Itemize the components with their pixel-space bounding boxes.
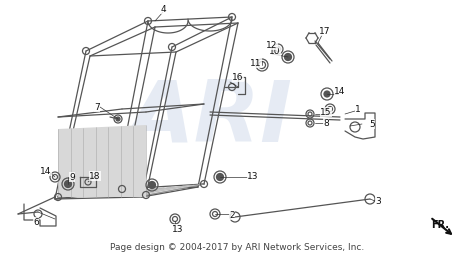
Text: 6: 6: [33, 218, 39, 227]
Text: 5: 5: [369, 120, 375, 129]
Text: 17: 17: [319, 27, 331, 36]
Text: Page design © 2004-2017 by ARI Network Services, Inc.: Page design © 2004-2017 by ARI Network S…: [110, 243, 364, 251]
Circle shape: [148, 182, 155, 189]
Text: 3: 3: [375, 197, 381, 206]
Circle shape: [116, 118, 120, 121]
Text: 16: 16: [232, 73, 244, 82]
Text: 10: 10: [269, 47, 281, 56]
Circle shape: [64, 181, 72, 188]
Text: 11: 11: [250, 59, 262, 68]
Text: 14: 14: [334, 87, 346, 96]
Text: 18: 18: [89, 172, 101, 181]
Text: 9: 9: [69, 173, 75, 182]
Circle shape: [284, 54, 292, 61]
Text: 7: 7: [94, 103, 100, 112]
Text: 1: 1: [355, 105, 361, 114]
Text: 15: 15: [320, 108, 332, 117]
Text: 8: 8: [323, 119, 329, 128]
Text: FR.: FR.: [431, 219, 449, 229]
Polygon shape: [58, 184, 204, 197]
Text: 13: 13: [247, 172, 259, 181]
Text: 2: 2: [229, 211, 235, 220]
Text: ARI: ARI: [128, 76, 292, 159]
Text: 13: 13: [172, 225, 184, 234]
Circle shape: [324, 92, 330, 98]
Circle shape: [217, 174, 224, 181]
Text: 14: 14: [40, 167, 52, 176]
Text: 12: 12: [266, 41, 278, 50]
Polygon shape: [58, 125, 146, 197]
Text: 4: 4: [160, 6, 166, 14]
